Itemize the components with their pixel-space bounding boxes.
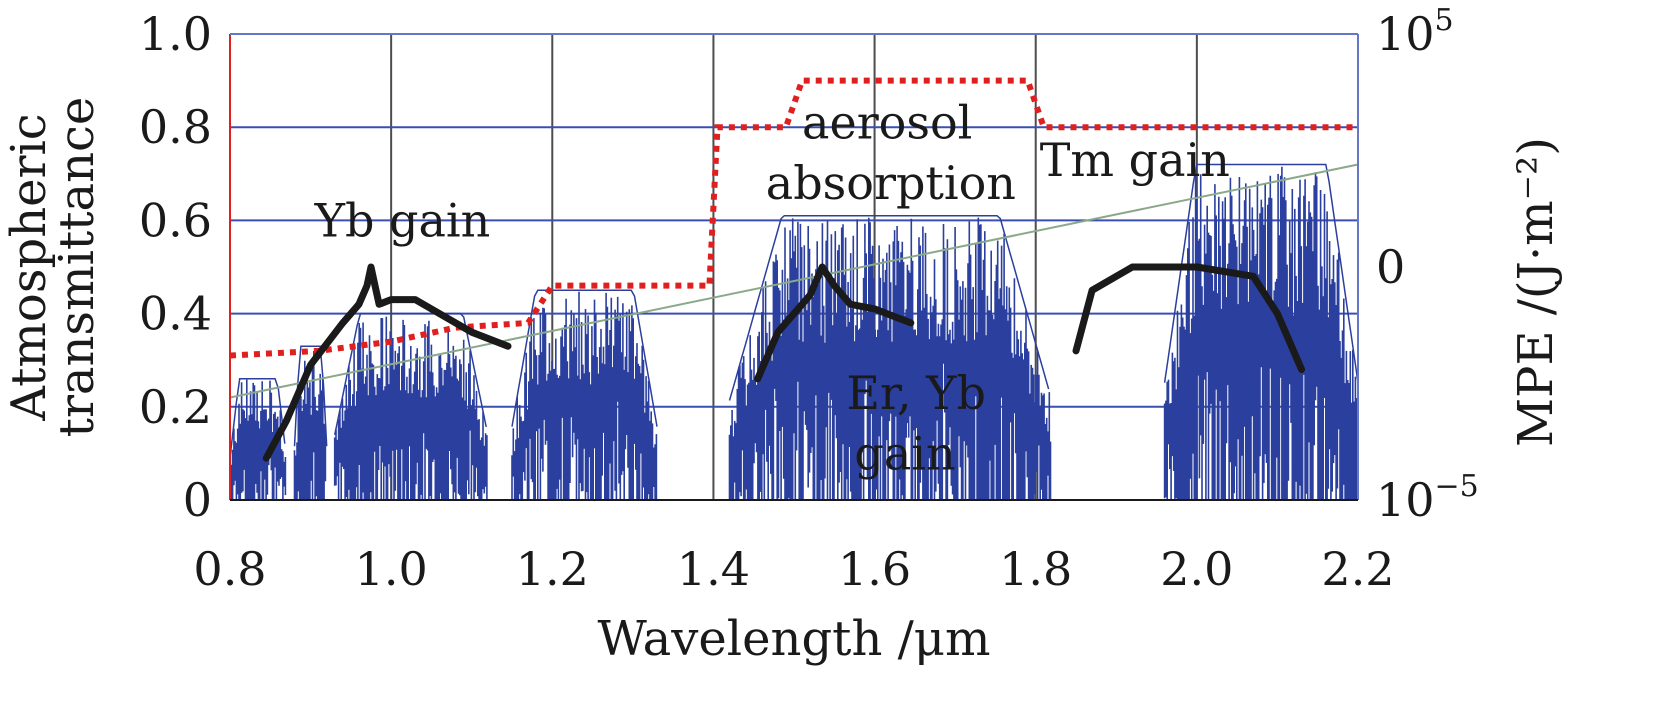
transmittance-band-envelope <box>229 378 286 458</box>
tm-gain-curve <box>1072 263 1306 373</box>
x-tick-label: 1.4 <box>677 542 750 596</box>
annotations: Yb gain aerosol absorption Tm gain Er, Yb gai… <box>314 96 1230 481</box>
y-left-tick-label: 0 <box>183 473 212 527</box>
x-tick-label: 2.2 <box>1321 542 1394 596</box>
annotation-label: Yb gain <box>314 193 491 247</box>
annotation-label: gain <box>854 426 955 480</box>
annotation-label: aerosol <box>802 96 972 150</box>
annotation-label: Er, Yb <box>846 366 986 420</box>
x-tick-label: 1.6 <box>838 542 911 596</box>
y-right-tick-label: 10−5 <box>1376 469 1479 527</box>
y-left-tick-label: 1.0 <box>139 7 212 61</box>
y-left-axis-label: Atmospheric <box>1 113 57 421</box>
transmittance-band-envelope <box>511 289 658 427</box>
x-tick-label: 1.0 <box>355 542 428 596</box>
y-right-tick-exponent: −5 <box>1435 469 1479 504</box>
annotation-label: Tm gain <box>1040 133 1230 187</box>
x-axis-label: Wavelength /μm <box>597 611 990 667</box>
series-lines <box>229 77 1359 462</box>
transmittance-band-envelope <box>293 345 328 447</box>
y-left-axis-label: transmittance <box>49 97 105 438</box>
transmittance-band-envelope <box>728 214 1050 401</box>
x-tick-label: 2.0 <box>1160 542 1233 596</box>
x-tick-label: 1.2 <box>516 542 589 596</box>
y-left-tick-label: 0.2 <box>139 380 212 434</box>
x-tick-label: 1.8 <box>999 542 1072 596</box>
plot-frame <box>229 33 1359 501</box>
aerosol-absorption-line <box>229 163 1359 399</box>
er-yb-gain-curve <box>754 263 915 383</box>
y-right-tick-exponent: 5 <box>1435 3 1454 38</box>
yb-gain-curve <box>262 263 512 462</box>
x-tick-label: 0.8 <box>193 542 266 596</box>
y-left-tick-label: 0.6 <box>139 193 212 247</box>
mpe-dotted-line <box>229 77 1358 359</box>
y-left-tick-label: 0.8 <box>139 100 212 154</box>
transmittance-band-envelope <box>1163 163 1359 383</box>
transmittance-band-envelope <box>333 312 487 435</box>
y-right-axis-label: MPE /(J·m⁻²) <box>1508 137 1564 447</box>
y-right-tick-label: 105 <box>1376 3 1454 61</box>
y-right-tick-label: 0 <box>1376 240 1405 294</box>
y-left-tick-label: 0.4 <box>139 287 212 341</box>
annotation-label: absorption <box>766 156 1016 210</box>
